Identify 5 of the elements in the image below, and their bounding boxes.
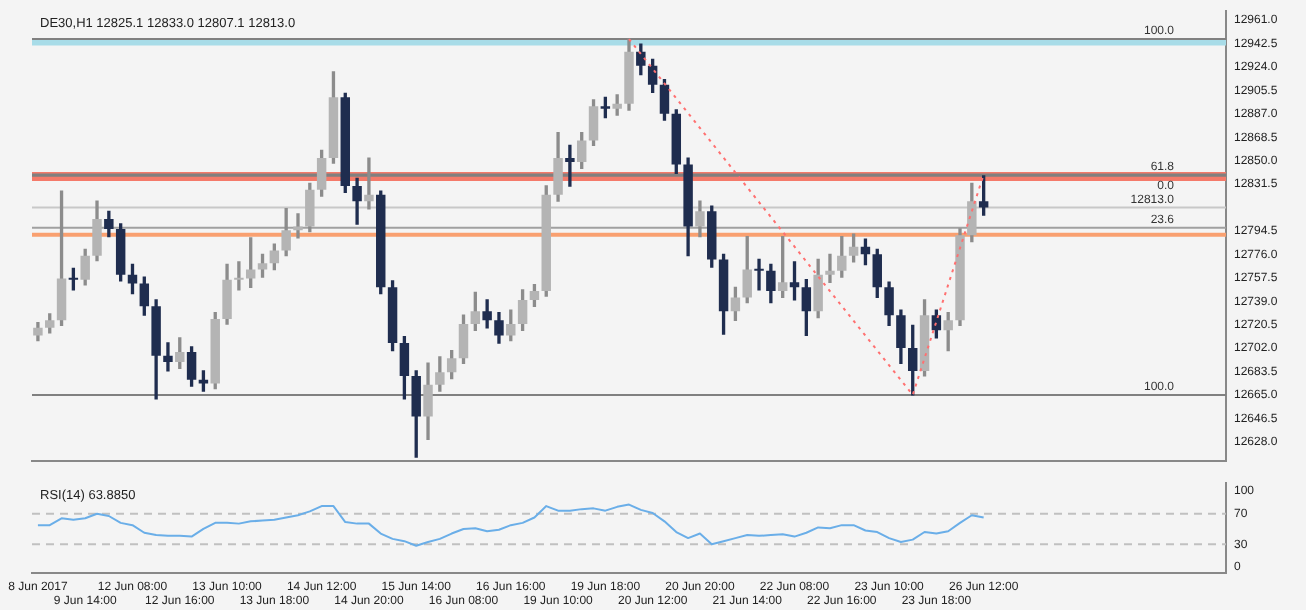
candlestick — [825, 253, 835, 283]
candlestick — [754, 258, 764, 291]
candlestick — [234, 261, 244, 291]
candlestick — [565, 144, 575, 187]
candlestick — [163, 342, 173, 372]
